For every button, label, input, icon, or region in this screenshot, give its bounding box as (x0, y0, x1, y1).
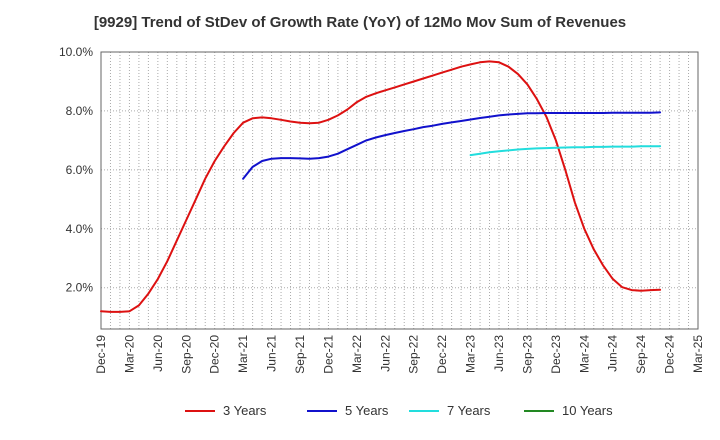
x-tick-label: Sep-24 (634, 335, 648, 374)
x-tick-label: Dec-24 (663, 335, 677, 374)
legend: 3 Years 5 Years 7 Years 10 Years (185, 403, 613, 418)
x-tick-label: Dec-21 (321, 335, 335, 374)
x-tick-label: Dec-19 (94, 335, 108, 374)
x-tick-label: Sep-23 (520, 335, 534, 374)
legend-label: 3 Years (223, 403, 267, 418)
legend-label: 5 Years (345, 403, 389, 418)
y-axis: 2.0% 4.0% 6.0% 8.0% 10.0% (59, 45, 93, 295)
chart-title: [9929] Trend of StDev of Growth Rate (Yo… (93, 14, 627, 31)
series-line-3-years (100, 60, 662, 313)
y-tick-label: 10.0% (59, 45, 93, 59)
legend-label: 10 Years (562, 403, 613, 418)
x-tick-label: Jun-23 (492, 335, 506, 372)
x-axis: Dec-19 Mar-20 Jun-20 Sep-20 Dec-20 Mar-21 Jun-… (94, 335, 705, 374)
x-tick-label: Jun-22 (378, 335, 392, 372)
x-tick-label: Mar-23 (464, 335, 478, 373)
x-tick-label: Sep-22 (407, 335, 421, 374)
series-line-5-years (242, 111, 662, 180)
series-line-7-years (469, 145, 662, 157)
x-tick-label: Jun-20 (151, 335, 165, 372)
x-tick-label: Mar-22 (350, 335, 364, 373)
x-tick-label: Sep-21 (293, 335, 307, 374)
plot-area (100, 51, 699, 330)
x-tick-label: Jun-24 (606, 335, 620, 372)
x-tick-label: Dec-23 (549, 335, 563, 374)
y-tick-label: 6.0% (66, 163, 94, 177)
x-tick-label: Mar-25 (691, 335, 705, 373)
grid-lines (100, 51, 699, 329)
legend-label: 7 Years (447, 403, 491, 418)
x-tick-label: Mar-24 (577, 335, 591, 373)
x-tick-label: Jun-21 (265, 335, 279, 372)
series-lines (100, 60, 662, 313)
y-tick-label: 2.0% (66, 281, 94, 295)
x-tick-label: Dec-22 (435, 335, 449, 374)
y-tick-label: 8.0% (66, 104, 94, 118)
y-tick-label: 4.0% (66, 222, 94, 236)
x-tick-label: Sep-20 (179, 335, 193, 374)
x-tick-label: Dec-20 (208, 335, 222, 374)
plot-border (100, 51, 699, 330)
x-tick-label: Mar-21 (236, 335, 250, 373)
x-tick-label: Mar-20 (122, 335, 136, 373)
